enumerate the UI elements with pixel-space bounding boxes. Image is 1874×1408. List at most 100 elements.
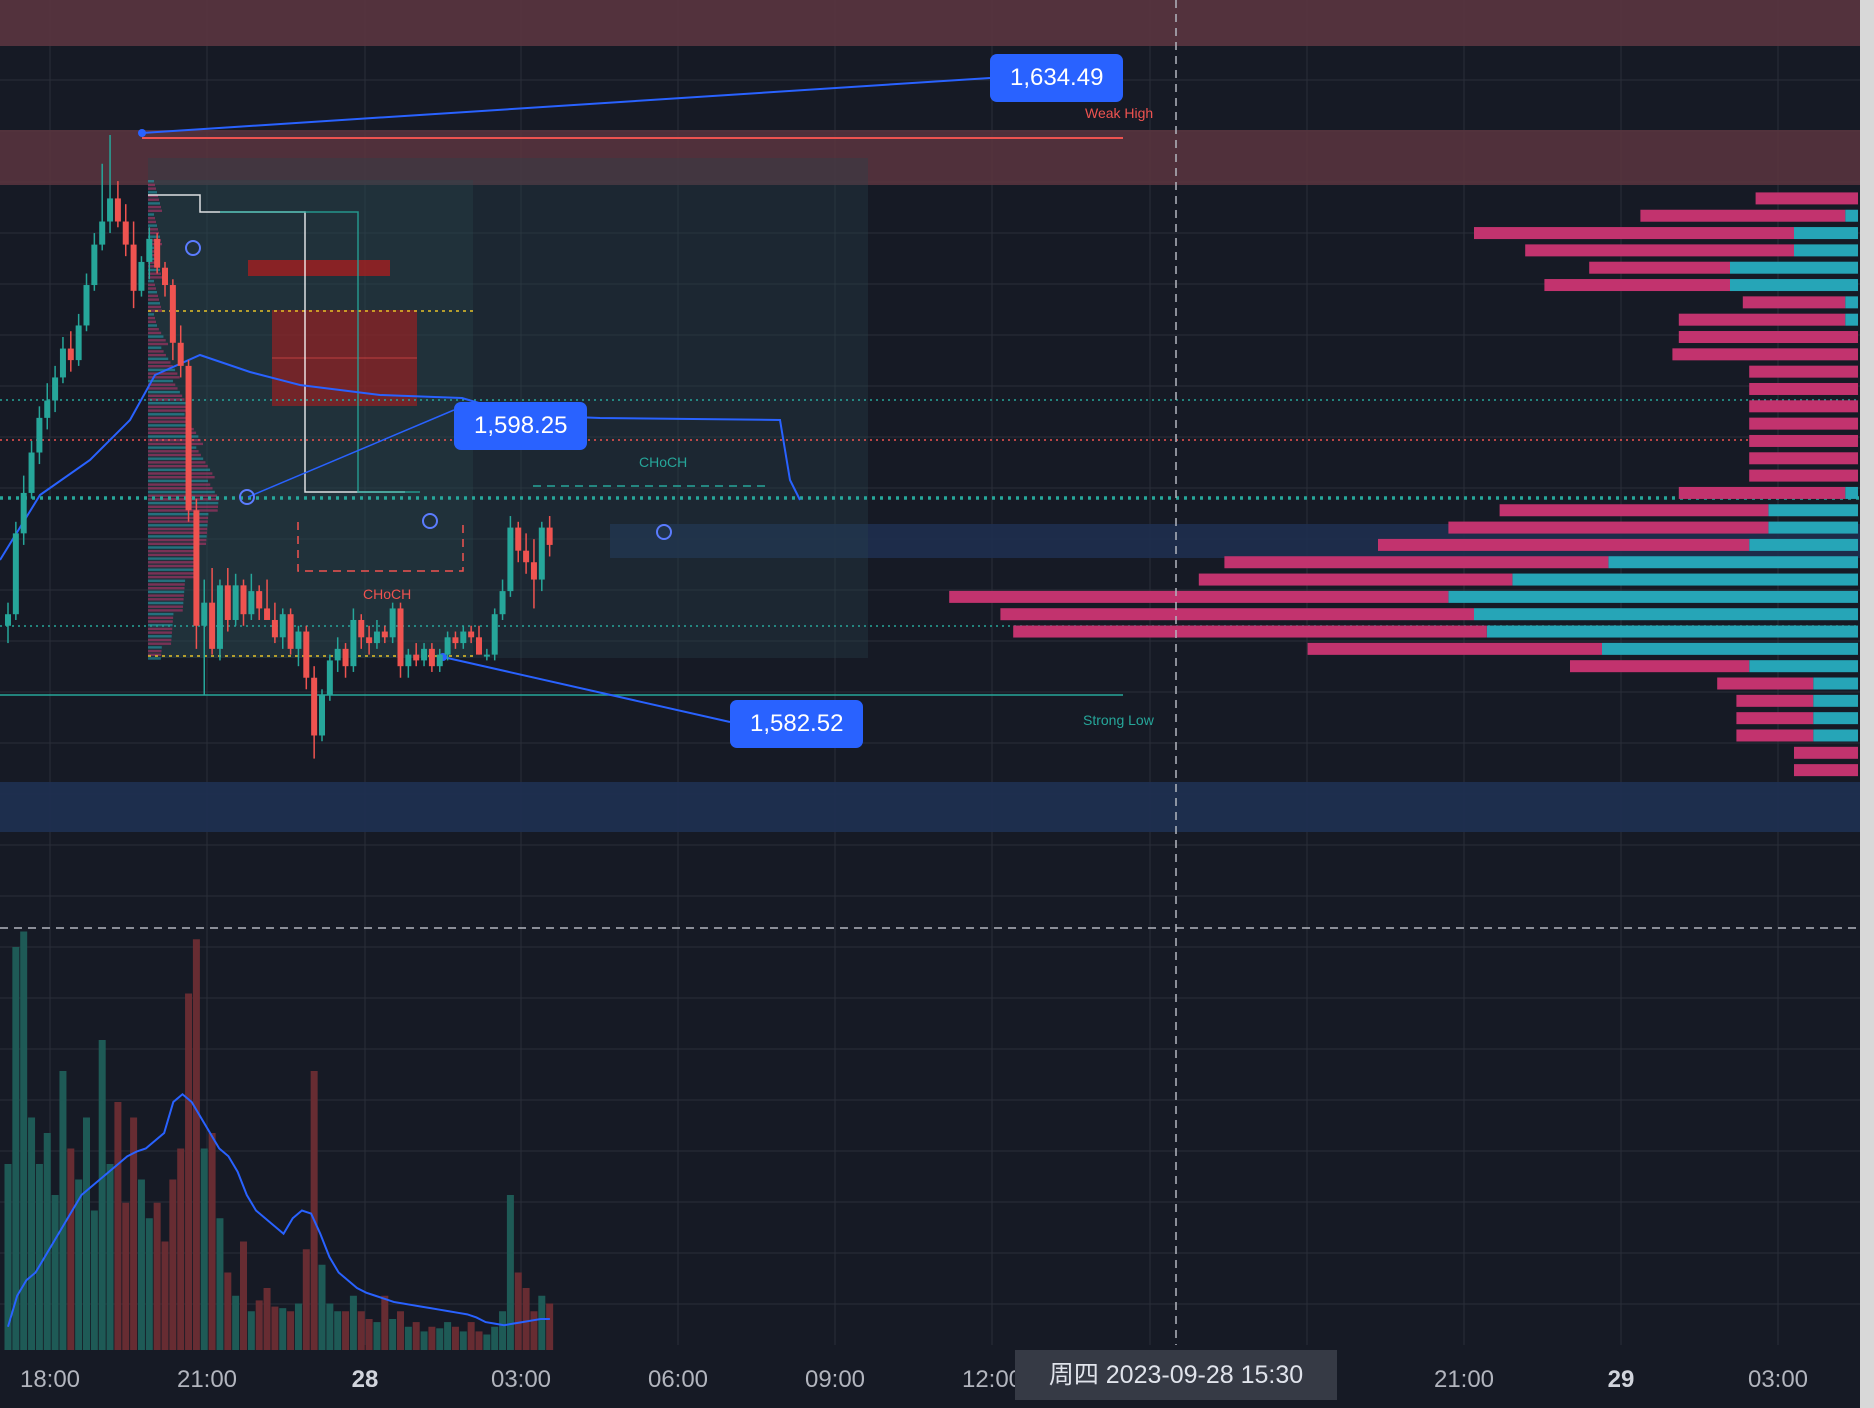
- profile-bar-down-13: [1749, 417, 1858, 430]
- profile-bar-up-26: [1602, 642, 1858, 655]
- profile-bar-up-20: [1749, 538, 1858, 551]
- candle-body-59: [468, 631, 475, 638]
- left-profile-bar-75: [148, 457, 204, 460]
- volume-bar-58: [459, 1331, 467, 1350]
- left-profile-bar-83: [148, 487, 213, 490]
- left-profile-bar-48: [148, 357, 169, 360]
- profile-bar-down-33: [1794, 764, 1858, 777]
- volume-bar-69: [546, 1303, 554, 1350]
- choch-bear-label: CHoCH: [363, 586, 412, 602]
- volume-bar-35: [279, 1308, 287, 1350]
- left-profile-bar-57: [148, 390, 180, 394]
- swing-line-mid: [247, 409, 455, 498]
- candle-body-12: [99, 221, 106, 245]
- volume-bar-13: [106, 1164, 114, 1350]
- left-profile-bar-102: [148, 557, 196, 560]
- volume-bar-8: [67, 1148, 75, 1350]
- left-profile-bar-54: [148, 379, 173, 383]
- candle-body-33: [264, 608, 271, 620]
- structure-green: [220, 211, 420, 493]
- candle-body-24: [193, 510, 200, 626]
- demand-zone-lower: [0, 782, 1860, 832]
- candle-body-9: [75, 325, 82, 361]
- left-profile-bar-63: [148, 413, 185, 416]
- left-profile-bar-89: [148, 509, 218, 512]
- supply-zone-top: [0, 0, 1860, 46]
- left-profile-bar-8: [148, 209, 162, 212]
- volume-bar-66: [522, 1288, 530, 1350]
- volume-bar-64: [506, 1195, 514, 1350]
- profile-bar-up-31: [1813, 729, 1858, 742]
- profile-bar-down-28: [1717, 677, 1814, 690]
- volume-bar-18: [145, 1218, 153, 1350]
- time-tick-8: 29: [1607, 1366, 1635, 1393]
- left-profile-bar-55: [148, 383, 176, 386]
- swing-line-high: [141, 77, 991, 134]
- left-profile-bar-80: [148, 476, 215, 479]
- swing-line-low: [442, 656, 731, 723]
- candle-body-57: [452, 637, 459, 644]
- choch-bear-line: [297, 522, 464, 572]
- volume-bar-33: [263, 1288, 271, 1350]
- profile-bar-up-6: [1845, 296, 1858, 309]
- volume-bar-29: [232, 1295, 240, 1350]
- left-profile-bar-86: [148, 498, 219, 501]
- time-tick-9: 03:00: [1747, 1366, 1809, 1393]
- strong-low-label: Strong Low: [1083, 712, 1154, 728]
- candle-body-4: [36, 417, 43, 453]
- candle-body-14: [114, 198, 121, 222]
- volume-bar-11: [90, 1210, 98, 1350]
- candle-body-35: [279, 614, 286, 638]
- left-profile-bar-85: [148, 494, 218, 497]
- volume-bar-2: [20, 931, 28, 1350]
- left-profile-bar-6: [148, 202, 160, 205]
- price-tag-current: 1,598.25: [454, 402, 588, 450]
- left-profile-bar-120: [148, 624, 173, 627]
- choch-bull-label: CHoCH: [639, 454, 688, 470]
- left-profile-bar-98: [148, 542, 207, 545]
- left-profile-bar-30: [148, 291, 157, 294]
- profile-bar-down-2: [1474, 227, 1794, 240]
- range-box-inner: [148, 180, 473, 658]
- price-scale-edge[interactable]: [1860, 0, 1874, 1408]
- volume-bar-10: [83, 1117, 90, 1350]
- candle-body-10: [83, 285, 90, 326]
- candle-body-26: [209, 602, 216, 649]
- left-profile-bar-73: [148, 450, 199, 453]
- candle-body-39: [311, 677, 318, 736]
- left-profile-bar-78: [148, 468, 211, 471]
- left-profile-bar-43: [148, 339, 166, 342]
- left-profile-bar-92: [148, 520, 208, 523]
- volume-bar-34: [271, 1306, 279, 1350]
- time-tick-2: 28: [351, 1366, 379, 1393]
- profile-bar-down-30: [1736, 712, 1814, 725]
- left-profile-bar-32: [148, 298, 159, 301]
- pivot-marker-3: [239, 489, 255, 505]
- left-profile-bar-113: [148, 598, 184, 601]
- profile-bar-up-30: [1813, 712, 1858, 725]
- crosshair-time-label: 周四 2023-09-28 15:30: [1015, 1350, 1337, 1400]
- candle-body-27: [216, 585, 223, 649]
- volume-bar-60: [475, 1331, 483, 1350]
- candle-body-18: [146, 238, 153, 262]
- profile-bar-down-14: [1749, 434, 1858, 447]
- volume-bar-47: [373, 1322, 381, 1350]
- volume-bar-9: [75, 1179, 83, 1350]
- pivot-marker-0: [185, 240, 201, 256]
- left-profile-bar-112: [148, 594, 184, 597]
- left-profile-bar-95: [148, 531, 207, 534]
- candle-body-56: [444, 637, 451, 655]
- profile-bar-up-17: [1845, 486, 1858, 499]
- profile-bar-down-10: [1749, 365, 1858, 378]
- volume-bar-57: [451, 1326, 459, 1350]
- profile-bar-down-18: [1499, 504, 1769, 517]
- volume-bar-42: [334, 1311, 342, 1350]
- profile-bar-up-4: [1730, 261, 1858, 274]
- left-profile-bar-45: [148, 346, 162, 349]
- left-profile-bar-33: [148, 302, 160, 305]
- volume-bar-56: [444, 1322, 452, 1350]
- candle-body-30: [240, 585, 247, 615]
- time-tick-0: 18:00: [19, 1366, 81, 1393]
